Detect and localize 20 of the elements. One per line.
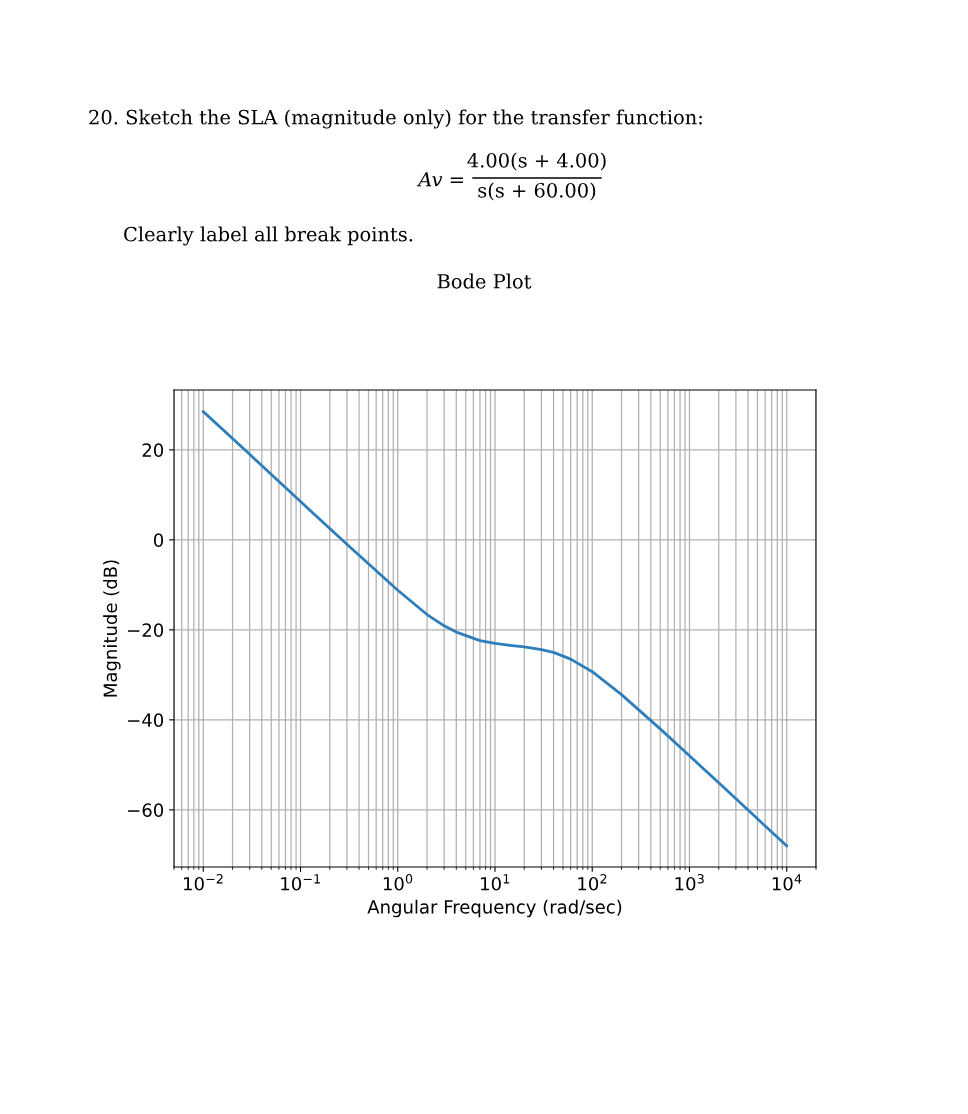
x-tick-label: 10$^{0}$ [383, 874, 413, 891]
text: s(s + 60.00) [478, 182, 596, 201]
text: 20. Sketch the SLA (magnitude only) for the transfer function: [89, 109, 702, 129]
x-tick-label: 10$^{−2}$ [184, 874, 223, 891]
x-tick-label: 10$^{2}$ [578, 874, 607, 891]
x-tick-label: 10$^{−1}$ [281, 874, 320, 891]
chart-title: Bode Plot [437, 273, 532, 289]
y-tick-label: 20 [142, 443, 164, 457]
y-axis-title: Magnitude (dB) [103, 560, 121, 697]
x-tick-label: 10$^{3}$ [675, 874, 704, 891]
text: Av = [416, 172, 463, 187]
x-axis-title: Angular Frequency (rad/sec) [367, 899, 622, 918]
y-tick-label: 0 [153, 533, 164, 547]
y-tick-label: −40 [128, 713, 164, 727]
text: 4.00(s + 4.00) [467, 152, 606, 171]
x-tick-label: 10$^{1}$ [481, 874, 510, 891]
text: Clearly label all break points. [124, 226, 413, 246]
y-tick-label: −20 [128, 623, 164, 637]
y-tick-label: −60 [128, 803, 164, 817]
x-tick-label: 10$^{4}$ [772, 874, 802, 891]
